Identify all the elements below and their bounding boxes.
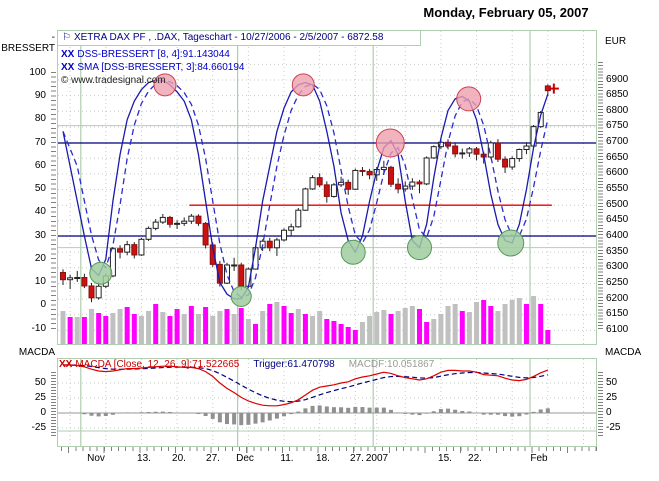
- date-tick-label: 20.: [172, 453, 186, 464]
- right-pane-label-macda: MACDA: [605, 347, 642, 358]
- macd-tick-label: 50: [606, 376, 618, 388]
- price-tick-label: 6700: [606, 136, 629, 148]
- oscillator-tick-label: 0: [40, 299, 46, 311]
- right-scale-label-eur: EUR: [605, 36, 627, 47]
- macd-tick-label: -25: [606, 421, 621, 433]
- left-axis-ticks-macd: [51, 372, 56, 436]
- date-tick-label: 13.: [137, 453, 151, 464]
- date-header: Monday, February 05, 2007: [423, 5, 589, 20]
- oscillator-tick-label: 20: [34, 252, 46, 264]
- date-tick-label: Feb: [530, 453, 548, 464]
- oscillator-tick-label: 10: [34, 276, 46, 287]
- price-tick-label: 6600: [606, 167, 629, 179]
- macd-tick-label: 50: [34, 376, 46, 388]
- price-tick-label: 6350: [606, 245, 629, 257]
- date-tick-label: 27.: [350, 453, 364, 464]
- date-tick-label: 11.: [280, 453, 294, 464]
- left-axis-ticks-main: [51, 72, 56, 330]
- price-tick-label: 6100: [606, 323, 629, 335]
- oscillator-tick-label: 50: [34, 183, 46, 194]
- oscillator-tick-label: 60: [34, 159, 46, 171]
- price-tick-label: 6550: [606, 183, 629, 195]
- macd-chart-svg: [58, 359, 596, 446]
- macd-tick-label: 25: [34, 391, 46, 403]
- price-tick-label: 6200: [606, 292, 629, 304]
- date-tick-label: 27.: [206, 453, 220, 464]
- price-tick-label: 6250: [606, 276, 629, 288]
- price-tick-label: 6450: [606, 214, 629, 226]
- date-tick-label: Nov: [87, 453, 105, 464]
- right-axis-ticks-macd: [598, 372, 603, 436]
- oscillator-tick-label: 90: [34, 90, 46, 101]
- date-tick-label: 22.: [468, 453, 482, 464]
- main-chart-panel[interactable]: [57, 30, 597, 345]
- price-tick-label: 6300: [606, 261, 629, 273]
- oscillator-tick-label: -10: [31, 322, 46, 334]
- chart-title-bar[interactable]: ⚐ XETRA DAX PF , .DAX, Tageschart - 10/27…: [57, 30, 421, 46]
- main-chart-svg: [58, 31, 596, 344]
- left-pane-label-dss-bressert: -BRESSERT: [1, 32, 55, 54]
- oscillator-tick-label: 30: [34, 229, 46, 241]
- macd-tick-label: -25: [31, 421, 46, 433]
- price-tick-label: 6750: [606, 120, 629, 132]
- price-tick-label: 6150: [606, 308, 629, 320]
- chart-title: XETRA DAX PF , .DAX, Tageschart - 10/27/…: [73, 32, 384, 43]
- macd-tick-label: 0: [40, 406, 46, 418]
- date-tick-label: Dec: [236, 453, 254, 464]
- date-tick-label: 15.: [438, 453, 452, 464]
- price-tick-label: 6650: [606, 151, 629, 163]
- chart-flag-icon: ⚐: [62, 32, 71, 43]
- macd-tick-label: 25: [606, 391, 618, 403]
- price-tick-label: 6900: [606, 73, 629, 85]
- date-tick-label: 18.: [316, 453, 330, 464]
- oscillator-tick-label: 40: [34, 206, 46, 218]
- oscillator-tick-label: 80: [34, 113, 46, 125]
- oscillator-tick-label: 70: [34, 136, 46, 148]
- date-tick-label: 2007: [365, 453, 389, 464]
- x-axis-week-ticks: [68, 447, 588, 453]
- macd-panel[interactable]: [57, 358, 597, 447]
- right-axis-ticks-main: [598, 62, 603, 330]
- left-pane-label-macda: MACDA: [18, 347, 55, 358]
- price-tick-label: 6800: [606, 104, 629, 116]
- macd-tick-label: 0: [606, 406, 612, 418]
- price-tick-label: 6850: [606, 89, 629, 101]
- oscillator-tick-label: 100: [29, 66, 46, 78]
- price-tick-label: 6400: [606, 230, 629, 241]
- price-tick-label: 6500: [606, 198, 629, 210]
